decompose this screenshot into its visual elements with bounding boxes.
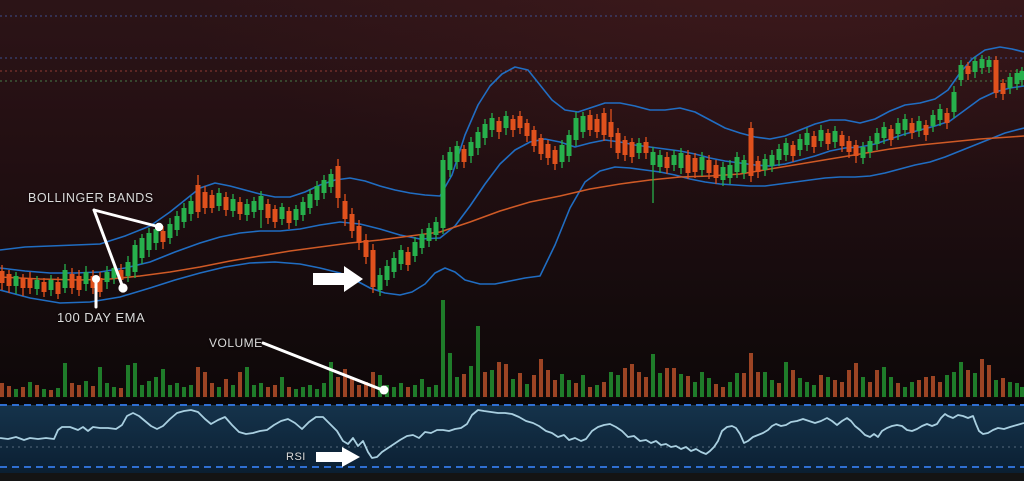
callout-line-volume-pointer: [261, 341, 382, 391]
callout-line-bollinger-upper-pointer: [92, 208, 158, 228]
bollinger-band-lower: [0, 127, 1024, 304]
callout-dot-ema-dot: [92, 275, 100, 283]
annotation-rsi-label: RSI: [286, 451, 306, 463]
rsi-line: [0, 409, 1024, 459]
annotation-bollinger-bands-label: BOLLINGER BANDS: [28, 191, 154, 205]
footer-strip: [0, 473, 1024, 481]
bollinger-band-upper: [0, 46, 1024, 251]
callout-line-bollinger-lower-pointer: [92, 208, 124, 287]
callout-dot-volume-dot: [379, 385, 389, 395]
price-drop-arrow-icon: [313, 266, 363, 292]
volume-rsi-gap: [0, 398, 1024, 405]
bollinger-band-middle: [0, 85, 1024, 274]
callout-dot-bollinger-upper-dot: [154, 222, 164, 232]
callout-dot-bollinger-lower-dot: [118, 283, 128, 293]
rsi-low-arrow-icon: [316, 447, 360, 467]
rsi-panel-background: [0, 405, 1024, 473]
annotation-volume-label: VOLUME: [209, 336, 263, 350]
volume-series: [0, 300, 1024, 397]
candlestick-series: [0, 55, 1024, 299]
annotation-100-day-ema-label: 100 DAY EMA: [57, 310, 146, 325]
